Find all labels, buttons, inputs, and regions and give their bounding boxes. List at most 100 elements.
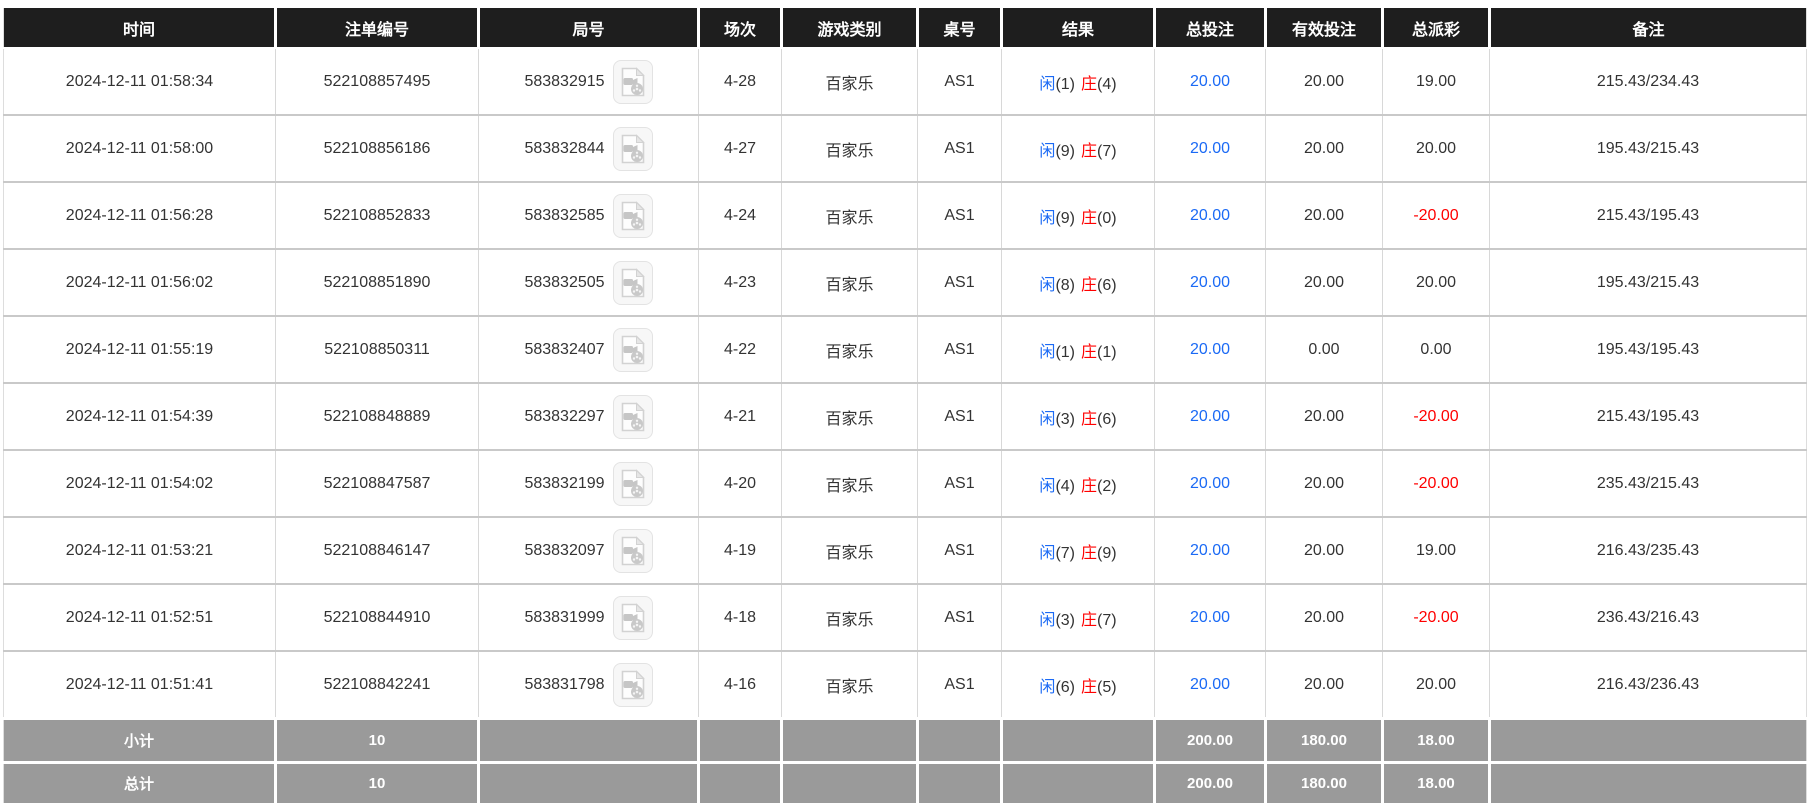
bet-records-page: 时间 注单编号 局号 场次 游戏类别 桌号 结果 总投注 有效投注 总派彩 备注… — [3, 8, 1807, 803]
cell-total-bet[interactable]: 20.00 — [1154, 249, 1266, 317]
col-time: 时间 — [3, 8, 277, 49]
table-row: 2024-12-11 01:51:41 522108842241 5838317… — [3, 651, 1807, 720]
player-result: 闲 — [1039, 477, 1056, 495]
cell-bet-id: 522108847587 — [275, 450, 479, 518]
cell-game-type: 百家乐 — [781, 115, 918, 183]
round-number: 583832915 — [524, 72, 605, 90]
cell-valid-bet: 20.00 — [1265, 115, 1383, 183]
cell-game-type: 百家乐 — [781, 584, 918, 652]
cell-table-id: AS1 — [917, 316, 1002, 384]
cell-round-id: 583831798 — [478, 651, 699, 720]
cell-time: 2024-12-11 01:51:41 — [3, 651, 276, 720]
cell-remark: 195.43/215.43 — [1489, 115, 1807, 183]
cell-session: 4-28 — [698, 48, 782, 116]
cell-session: 4-18 — [698, 584, 782, 652]
cell-bet-id: 522108851890 — [275, 249, 479, 317]
cell-result: 闲(6) 庄(5) — [1001, 651, 1155, 720]
cell-table-id: AS1 — [917, 383, 1002, 451]
cell-game-type: 百家乐 — [781, 249, 918, 317]
cell-remark: 195.43/195.43 — [1489, 316, 1807, 384]
cell-table-id: AS1 — [917, 517, 1002, 585]
banker-result: 庄 — [1081, 142, 1098, 160]
video-replay-button[interactable] — [612, 662, 653, 707]
cell-time: 2024-12-11 01:54:02 — [3, 450, 276, 518]
cell-table-id: AS1 — [917, 584, 1002, 652]
cell-session: 4-27 — [698, 115, 782, 183]
player-result: 闲 — [1039, 343, 1056, 361]
cell-total-bet[interactable]: 20.00 — [1154, 651, 1266, 720]
cell-bet-id: 522108852833 — [275, 182, 479, 250]
round-number: 583832585 — [524, 206, 605, 224]
round-number: 583832844 — [524, 139, 605, 157]
col-result: 结果 — [1001, 8, 1156, 49]
cell-table-id: AS1 — [917, 450, 1002, 518]
table-row: 2024-12-11 01:54:02 522108847587 5838321… — [3, 450, 1807, 518]
banker-result: 庄 — [1081, 209, 1098, 227]
cell-time: 2024-12-11 01:58:34 — [3, 48, 276, 116]
cell-game-type: 百家乐 — [781, 182, 918, 250]
banker-result: 庄 — [1081, 611, 1098, 629]
cell-game-type: 百家乐 — [781, 383, 918, 451]
video-replay-button[interactable] — [612, 595, 653, 640]
cell-total-bet[interactable]: 20.00 — [1154, 450, 1266, 518]
video-replay-button[interactable] — [612, 461, 653, 506]
cell-total-bet[interactable]: 20.00 — [1154, 584, 1266, 652]
round-number: 583831798 — [524, 675, 605, 693]
cell-result: 闲(7) 庄(9) — [1001, 517, 1155, 585]
cell-game-type: 百家乐 — [781, 316, 918, 384]
cell-round-id: 583832199 — [478, 450, 699, 518]
cell-result: 闲(1) 庄(1) — [1001, 316, 1155, 384]
cell-table-id: AS1 — [917, 115, 1002, 183]
cell-valid-bet: 0.00 — [1265, 316, 1383, 384]
video-replay-button[interactable] — [612, 394, 653, 439]
banker-result: 庄 — [1081, 343, 1098, 361]
cell-game-type: 百家乐 — [781, 517, 918, 585]
video-icon — [621, 334, 645, 364]
cell-time: 2024-12-11 01:56:02 — [3, 249, 276, 317]
cell-bet-id: 522108857495 — [275, 48, 479, 116]
cell-total-bet[interactable]: 20.00 — [1154, 517, 1266, 585]
cell-total-bet[interactable]: 20.00 — [1154, 115, 1266, 183]
cell-bet-id: 522108850311 — [275, 316, 479, 384]
total-count: 10 — [275, 761, 480, 803]
cell-total-bet[interactable]: 20.00 — [1154, 383, 1266, 451]
video-icon — [621, 133, 645, 163]
bet-records-table: 时间 注单编号 局号 场次 游戏类别 桌号 结果 总投注 有效投注 总派彩 备注… — [3, 8, 1807, 803]
cell-session: 4-24 — [698, 182, 782, 250]
cell-round-id: 583832585 — [478, 182, 699, 250]
cell-table-id: AS1 — [917, 182, 1002, 250]
cell-round-id: 583832915 — [478, 48, 699, 116]
table-row: 2024-12-11 01:56:02 522108851890 5838325… — [3, 249, 1807, 317]
cell-result: 闲(9) 庄(0) — [1001, 182, 1155, 250]
video-replay-button[interactable] — [612, 59, 653, 104]
cell-remark: 235.43/215.43 — [1489, 450, 1807, 518]
cell-bet-id: 522108846147 — [275, 517, 479, 585]
total-total-bet: 200.00 — [1154, 761, 1267, 803]
cell-total-bet[interactable]: 20.00 — [1154, 48, 1266, 116]
video-replay-button[interactable] — [612, 126, 653, 171]
cell-remark: 216.43/236.43 — [1489, 651, 1807, 720]
video-replay-button[interactable] — [612, 327, 653, 372]
cell-total-payout: 0.00 — [1382, 316, 1490, 384]
col-session: 场次 — [698, 8, 783, 49]
video-replay-button[interactable] — [612, 193, 653, 238]
cell-round-id: 583832844 — [478, 115, 699, 183]
round-number: 583832297 — [524, 407, 605, 425]
cell-round-id: 583832097 — [478, 517, 699, 585]
video-icon — [621, 669, 645, 699]
cell-total-bet[interactable]: 20.00 — [1154, 316, 1266, 384]
cell-time: 2024-12-11 01:58:00 — [3, 115, 276, 183]
cell-total-payout: 20.00 — [1382, 249, 1490, 317]
video-replay-button[interactable] — [612, 260, 653, 305]
cell-time: 2024-12-11 01:54:39 — [3, 383, 276, 451]
cell-table-id: AS1 — [917, 651, 1002, 720]
cell-time: 2024-12-11 01:53:21 — [3, 517, 276, 585]
cell-valid-bet: 20.00 — [1265, 383, 1383, 451]
banker-result: 庄 — [1081, 477, 1098, 495]
player-result: 闲 — [1039, 611, 1056, 629]
cell-result: 闲(8) 庄(6) — [1001, 249, 1155, 317]
cell-total-bet[interactable]: 20.00 — [1154, 182, 1266, 250]
cell-session: 4-19 — [698, 517, 782, 585]
video-replay-button[interactable] — [612, 528, 653, 573]
video-icon — [621, 535, 645, 565]
